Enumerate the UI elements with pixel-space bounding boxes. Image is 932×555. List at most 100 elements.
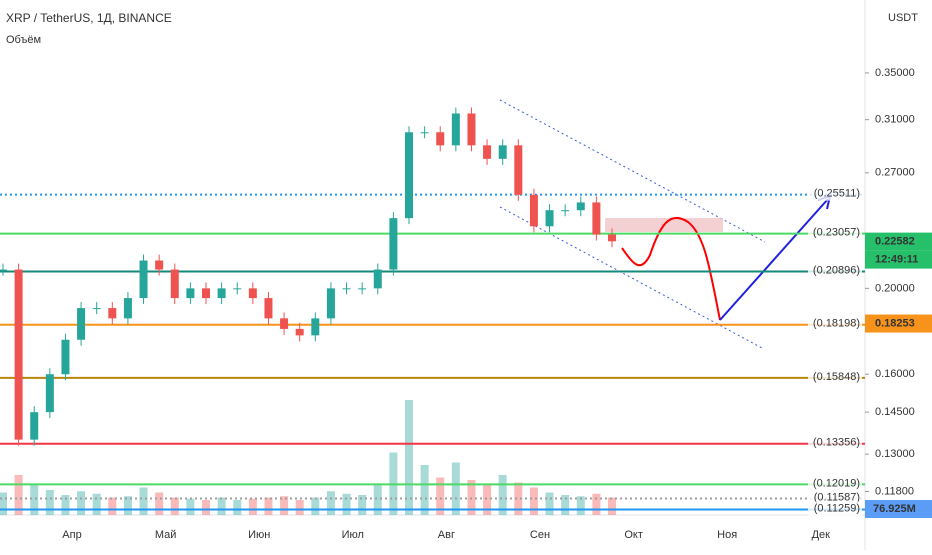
volume-bar	[264, 497, 273, 515]
volume-bar	[608, 497, 616, 515]
candle	[202, 288, 210, 299]
volume-bar	[358, 495, 367, 515]
level-label-bg	[808, 490, 862, 505]
candle	[280, 318, 289, 329]
volume-bar	[420, 465, 429, 515]
volume-bar	[280, 496, 289, 515]
volume-bar	[373, 485, 382, 515]
level-label-bg	[808, 316, 862, 331]
volume-bar	[248, 498, 257, 515]
x-tick-label: Июл	[342, 529, 364, 541]
candle	[529, 194, 538, 227]
y-tick-label: 0.13000	[875, 448, 915, 460]
y-tick-label: 0.11800	[875, 485, 914, 497]
volume-bar	[202, 500, 210, 515]
volume-bar	[155, 492, 164, 515]
candle	[123, 298, 132, 319]
candle	[108, 308, 117, 319]
x-tick-label: Май	[155, 529, 177, 541]
volume-bar	[451, 462, 460, 515]
level-label: (0.11259)	[814, 502, 860, 514]
volume-bar	[217, 497, 226, 515]
price-tag	[865, 232, 932, 251]
candle	[233, 288, 242, 290]
price-tag-label: 0.22582	[875, 236, 915, 248]
x-tick-label: Авг	[438, 529, 455, 541]
candle	[467, 113, 476, 146]
candle	[405, 132, 413, 219]
candle	[170, 269, 179, 299]
candle	[326, 288, 335, 319]
level-label-bg	[808, 186, 862, 201]
timer: 12:49:11	[875, 254, 918, 266]
volume-bar	[233, 500, 242, 515]
volume-bar	[405, 400, 413, 515]
level-label-bg	[808, 501, 862, 516]
forecast-arrow	[719, 198, 829, 321]
level-label-bg	[808, 435, 862, 450]
volume-bar	[436, 477, 445, 515]
level-label: (0.15848)	[813, 371, 860, 383]
candle	[248, 288, 257, 299]
level-label-bg	[808, 369, 862, 384]
subtitle: Объём	[6, 34, 41, 46]
volume-bar	[529, 487, 538, 515]
y-tick-label: 0.27000	[875, 167, 915, 179]
candle	[561, 210, 570, 212]
volume-bar	[186, 498, 195, 515]
volume-bar	[61, 495, 70, 515]
volume-bar	[92, 493, 101, 515]
level-label-bg	[808, 225, 862, 240]
price-tag-label: 0.18253	[875, 317, 915, 329]
candle	[14, 269, 23, 440]
volume-bar	[483, 485, 492, 515]
candle	[0, 269, 7, 271]
candle	[436, 132, 445, 146]
volume-bar	[108, 497, 117, 515]
forecast-curve	[621, 216, 721, 321]
x-tick-label: Дек	[812, 529, 831, 541]
candle	[498, 145, 507, 159]
candle	[155, 260, 164, 270]
volume-bar	[139, 487, 148, 515]
candle	[483, 145, 492, 159]
candle	[592, 202, 601, 235]
level-label: (0.13356)	[813, 437, 860, 449]
candle	[139, 260, 148, 299]
volume-bar	[170, 497, 179, 515]
volume-bar	[545, 492, 554, 515]
candle	[608, 234, 616, 242]
y-tick-label: 0.14500	[875, 406, 915, 418]
x-tick-label: Апр	[62, 529, 81, 541]
candle	[451, 113, 460, 146]
volume-bar	[514, 482, 523, 515]
volume-bar	[326, 491, 335, 515]
level-label: (0.20896)	[813, 264, 860, 276]
x-tick-label: Сен	[530, 529, 550, 541]
volume-bar	[0, 492, 7, 515]
x-tick-label: Ноя	[717, 529, 737, 541]
volume-bar	[561, 495, 570, 515]
candle	[45, 374, 54, 413]
title: XRP / TetherUS, 1Д, BINANCE	[6, 11, 172, 25]
candle	[186, 288, 195, 299]
candle	[92, 308, 101, 310]
timer-tag	[865, 250, 932, 269]
level-label: (0.18198)	[813, 318, 860, 330]
volume-bar	[295, 500, 304, 515]
y-tick-label: 0.16000	[875, 368, 915, 380]
price-tag	[865, 314, 932, 333]
level-label: (0.23057)	[813, 226, 860, 238]
candle	[545, 210, 554, 227]
volume-bar	[30, 485, 39, 515]
candle	[514, 145, 523, 195]
volume-bar	[498, 475, 507, 515]
volume-bar	[123, 496, 132, 515]
y-tick-label: 0.35000	[875, 67, 915, 79]
candle	[576, 202, 585, 211]
volume-tag	[865, 500, 932, 518]
candle	[358, 288, 367, 290]
candle	[217, 288, 226, 299]
volume-bar	[14, 475, 23, 515]
